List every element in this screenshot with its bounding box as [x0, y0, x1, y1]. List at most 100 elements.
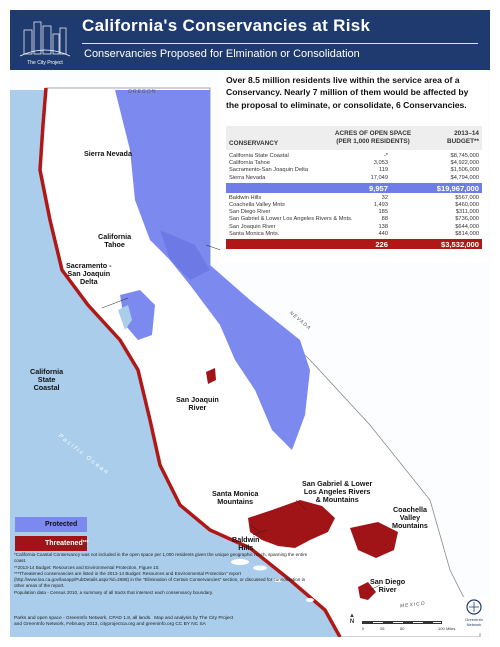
- row-budget: $460,000: [455, 201, 479, 208]
- footnote-2: **2013-14 Budget: Resources and Environm…: [14, 564, 160, 570]
- row-name: San Diego River: [229, 209, 271, 216]
- leader-line: [101, 297, 129, 309]
- label-coachella: Coachella Valley Mountains: [392, 505, 428, 531]
- label-san-gabriel: San Gabriel & Lower Los Angeles Rivers &…: [302, 479, 373, 505]
- row-budget: $4,922,000: [450, 160, 479, 167]
- conservancy-table: CONSERVANCY ACRES OF OPEN SPACE (PER 1,0…: [226, 126, 482, 251]
- row-name: Baldwin Hills: [229, 194, 262, 201]
- row-budget: $644,000: [455, 223, 479, 230]
- leader-line: [252, 529, 268, 536]
- table-row: Coachella Valley Mnts 1,493 $460,000: [226, 202, 482, 209]
- table-row: San Joaquin River 138 $644,000: [226, 224, 482, 231]
- table-row: Baldwin Hills 32 $567,000: [226, 195, 482, 202]
- island: [253, 565, 267, 571]
- scale-label: 100: [438, 626, 445, 631]
- row-acres: 17,049: [370, 174, 388, 181]
- intro-text: Over 8.5 million residents live within t…: [226, 75, 469, 110]
- san-diego-region: [358, 582, 376, 600]
- threatened-total-acres: 226: [375, 239, 388, 249]
- island: [273, 578, 283, 582]
- scale-bar: 0 25 50 100 Miles: [362, 617, 456, 633]
- row-acres: 1,493: [373, 201, 388, 208]
- row-budget: $1,506,000: [450, 167, 479, 174]
- row-budget: $311,000: [455, 209, 479, 216]
- label-santa-monica: Santa Monica Mountains: [212, 489, 259, 507]
- row-name: California Tahoe: [229, 160, 270, 167]
- row-name: Sierra Nevada: [229, 174, 266, 181]
- label-coastal: California State Coastal: [30, 367, 64, 393]
- legend-protected-label: Protected: [45, 521, 78, 528]
- greeninfo-logo: GreenInfo Network: [460, 597, 488, 633]
- row-name: San Joaquin River: [229, 223, 276, 230]
- footnote-1: *California Coastal Conservancy was not …: [14, 552, 308, 564]
- table-row: California Tahoe 3,053 $4,922,000: [226, 160, 482, 167]
- greeninfo-logo-icon: [460, 597, 488, 633]
- row-budget: $567,000: [455, 194, 479, 201]
- row-acres: 88: [381, 216, 388, 223]
- scale-label: 0: [362, 626, 365, 631]
- legend-protected: Protected: [15, 517, 87, 532]
- scale-label: 25: [380, 626, 385, 631]
- protected-total-acres: 9,957: [368, 183, 388, 193]
- row-name: Coachella Valley Mnts: [229, 201, 285, 208]
- footnote-3: ***Threatened conservancies are listed i…: [14, 570, 306, 589]
- label-san-diego: San Diego River: [370, 577, 406, 595]
- san-joaquin-river-region: [206, 368, 216, 384]
- header-banner: The City Project California's Conservanc…: [10, 10, 490, 70]
- credit-line-1: Map and analysis by The City Project: [154, 616, 234, 621]
- coachella-region: [350, 522, 398, 558]
- table-row: Sierra Nevada 17,049 $4,794,000: [226, 175, 482, 182]
- city-skyline-icon: [19, 21, 71, 57]
- logo-caption: The City Project: [27, 60, 63, 66]
- col-budget: 2013–14 BUDGET**: [447, 130, 479, 145]
- scale-bar-graphic: [362, 621, 442, 624]
- north-arrow-icon: ▲ N: [349, 613, 355, 625]
- row-acres: 3,053: [373, 160, 388, 167]
- table-row: San Gabriel & Lower Los Angeles Rivers &…: [226, 216, 482, 223]
- page-title: California's Conservancies at Risk: [82, 16, 371, 35]
- title-divider: [82, 43, 478, 44]
- label-baldwin-hills: Baldwin Hills: [232, 535, 260, 553]
- city-project-logo: The City Project: [16, 14, 74, 66]
- row-name: San Gabriel & Lower Los Angeles Rivers &…: [229, 216, 353, 223]
- page-subtitle: Conservancies Proposed for Elmination or…: [84, 48, 360, 60]
- row-acres: -*: [383, 153, 388, 159]
- row-budget: $814,000: [455, 230, 479, 237]
- leader-line: [369, 584, 381, 591]
- legend-threatened-label: Threatened: [45, 540, 83, 547]
- row-name: California State Coastal: [229, 153, 289, 159]
- col-conservancy: CONSERVANCY: [229, 140, 279, 147]
- sierra-nevada-region: [115, 90, 310, 450]
- scale-unit: Miles: [446, 626, 456, 631]
- delta-region: [120, 290, 155, 340]
- table-row: California State Coastal -* $8,745,000: [226, 153, 482, 160]
- leader-line: [295, 499, 307, 511]
- table-header: CONSERVANCY ACRES OF OPEN SPACE (PER 1,0…: [226, 126, 482, 150]
- row-acres: 138: [378, 223, 389, 230]
- row-budget: $8,745,000: [450, 153, 479, 159]
- protected-total-budget: $19,967,000: [436, 183, 479, 193]
- credit-line-2: and GreenInfo Network, February 2013, ci…: [14, 622, 206, 628]
- legend-threatened-mark: ***: [82, 540, 89, 546]
- greeninfo-text: GreenInfo Network: [465, 617, 483, 627]
- col-acres: ACRES OF OPEN SPACE (PER 1,000 RESIDENTS…: [334, 130, 412, 145]
- threatened-total-budget: $3,532,000: [440, 239, 479, 249]
- scale-label: 50: [400, 626, 405, 631]
- island: [231, 559, 249, 565]
- label-san-joaquin-river: San Joaquin River: [176, 395, 219, 413]
- oregon-label: OREGON: [128, 89, 157, 95]
- row-budget: $736,000: [455, 216, 479, 223]
- table-row: San Diego River 185 $311,000: [226, 209, 482, 216]
- island: [306, 598, 314, 602]
- footnotes: *California Coastal Conservancy was not …: [14, 552, 314, 596]
- table-row: Sacramento-San Joaquin Delta 119 $1,506,00…: [226, 167, 482, 174]
- la-region: [248, 500, 335, 548]
- info-panel: Over 8.5 million residents live within t…: [220, 72, 488, 262]
- label-delta: Sacramento - San Joaquin Delta: [66, 261, 112, 287]
- footer-credits: Parks and open space - GreenInfo Network…: [14, 616, 354, 629]
- row-acres: 119: [378, 167, 388, 174]
- footnote-5: Parks and open space - GreenInfo Network…: [14, 616, 152, 621]
- row-budget: $4,794,000: [450, 174, 479, 181]
- table-row: Santa Monica Mnts. 440 $814,000: [226, 231, 482, 238]
